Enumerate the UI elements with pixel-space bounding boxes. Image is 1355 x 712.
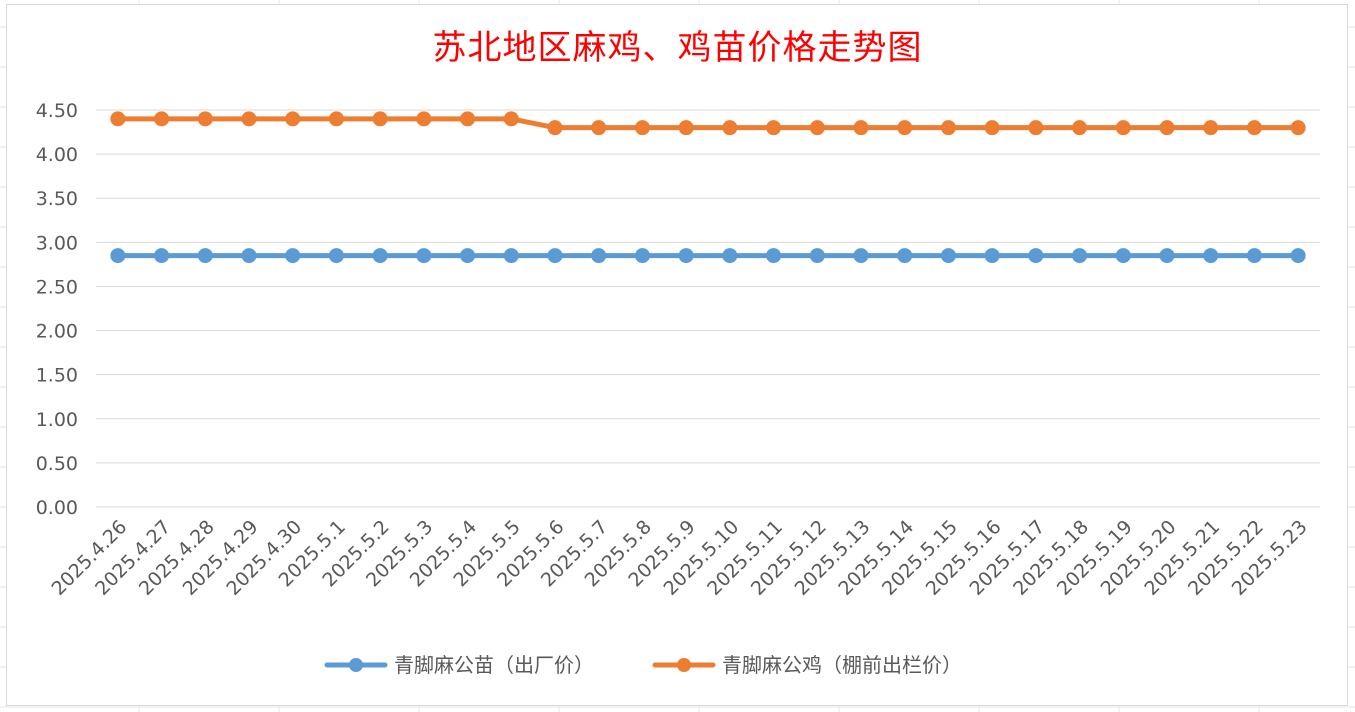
data-point[interactable] [634, 248, 650, 264]
data-point[interactable] [1072, 120, 1088, 136]
legend-item[interactable]: 青脚麻公苗（出厂价） [324, 653, 594, 677]
data-point[interactable] [678, 248, 694, 264]
data-point[interactable] [416, 111, 432, 127]
data-point[interactable] [1159, 120, 1175, 136]
data-point[interactable] [285, 111, 301, 127]
data-point[interactable] [241, 248, 257, 264]
series-line [115, 116, 1301, 131]
y-tick-label: 3.50 [36, 188, 78, 210]
y-tick-label: 3.00 [36, 232, 78, 254]
x-axis-labels: 2025.4.262025.4.272025.4.282025.4.292025… [47, 516, 1311, 600]
data-point[interactable] [984, 120, 1000, 136]
data-point[interactable] [285, 248, 301, 264]
legend-item[interactable]: 青脚麻公鸡（棚前出栏价） [652, 653, 962, 677]
data-point[interactable] [722, 248, 738, 264]
data-point[interactable] [766, 120, 782, 136]
y-tick-label: 4.00 [36, 144, 78, 166]
gridlines [96, 109, 1320, 508]
data-point[interactable] [1290, 248, 1306, 264]
data-point[interactable] [634, 120, 650, 136]
data-point[interactable] [110, 248, 126, 264]
data-point[interactable] [503, 248, 519, 264]
data-point[interactable] [940, 120, 956, 136]
data-point[interactable] [241, 111, 257, 127]
data-point[interactable] [154, 111, 170, 127]
data-point[interactable] [197, 248, 213, 264]
series-lines [110, 111, 1306, 264]
data-point[interactable] [984, 248, 1000, 264]
y-tick-label: 0.00 [36, 497, 78, 519]
data-point[interactable] [1246, 248, 1262, 264]
data-point[interactable] [1115, 248, 1131, 264]
data-point[interactable] [722, 120, 738, 136]
data-point[interactable] [1203, 120, 1219, 136]
legend-label: 青脚麻公鸡（棚前出栏价） [722, 653, 962, 677]
data-point[interactable] [372, 111, 388, 127]
data-point[interactable] [853, 248, 869, 264]
data-point[interactable] [1203, 248, 1219, 264]
series-1 [110, 248, 1306, 264]
data-point[interactable] [591, 248, 607, 264]
data-point[interactable] [503, 111, 519, 127]
data-point[interactable] [547, 248, 563, 264]
data-point[interactable] [1028, 120, 1044, 136]
data-point[interactable] [897, 248, 913, 264]
legend: 青脚麻公苗（出厂价） 青脚麻公鸡（棚前出栏价） [324, 653, 962, 677]
data-point[interactable] [1290, 120, 1306, 136]
series-2 [110, 111, 1306, 136]
y-axis-labels: 0.00 0.50 1.00 1.50 2.00 2.50 3.00 3.50 4.00 4.50 [36, 100, 78, 519]
y-tick-label: 1.50 [36, 365, 78, 387]
data-point[interactable] [809, 248, 825, 264]
data-point[interactable] [1159, 248, 1175, 264]
chart-title: 苏北地区麻鸡、鸡苗价格走势图 [432, 28, 923, 68]
data-point[interactable] [197, 111, 213, 127]
data-point[interactable] [328, 111, 344, 127]
data-point[interactable] [328, 248, 344, 264]
data-point[interactable] [372, 248, 388, 264]
y-tick-label: 4.50 [36, 100, 78, 122]
data-point[interactable] [591, 120, 607, 136]
y-tick-label: 2.50 [36, 276, 78, 298]
data-point[interactable] [460, 248, 476, 264]
data-point[interactable] [809, 120, 825, 136]
data-point[interactable] [416, 248, 432, 264]
y-tick-label: 2.00 [36, 321, 78, 343]
data-point[interactable] [1246, 120, 1262, 136]
data-point[interactable] [1028, 248, 1044, 264]
data-point[interactable] [853, 120, 869, 136]
data-point[interactable] [897, 120, 913, 136]
data-point[interactable] [110, 111, 126, 127]
data-point[interactable] [940, 248, 956, 264]
legend-swatch-marker [349, 658, 363, 672]
legend-label: 青脚麻公苗（出厂价） [394, 653, 594, 677]
data-point[interactable] [154, 248, 170, 264]
data-point[interactable] [547, 120, 563, 136]
data-point[interactable] [1115, 120, 1131, 136]
data-point[interactable] [1072, 248, 1088, 264]
y-tick-label: 1.00 [36, 409, 78, 431]
legend-swatch-marker [677, 658, 691, 672]
data-point[interactable] [766, 248, 782, 264]
y-tick-label: 0.50 [36, 453, 78, 475]
data-point[interactable] [460, 111, 476, 127]
data-point[interactable] [678, 120, 694, 136]
